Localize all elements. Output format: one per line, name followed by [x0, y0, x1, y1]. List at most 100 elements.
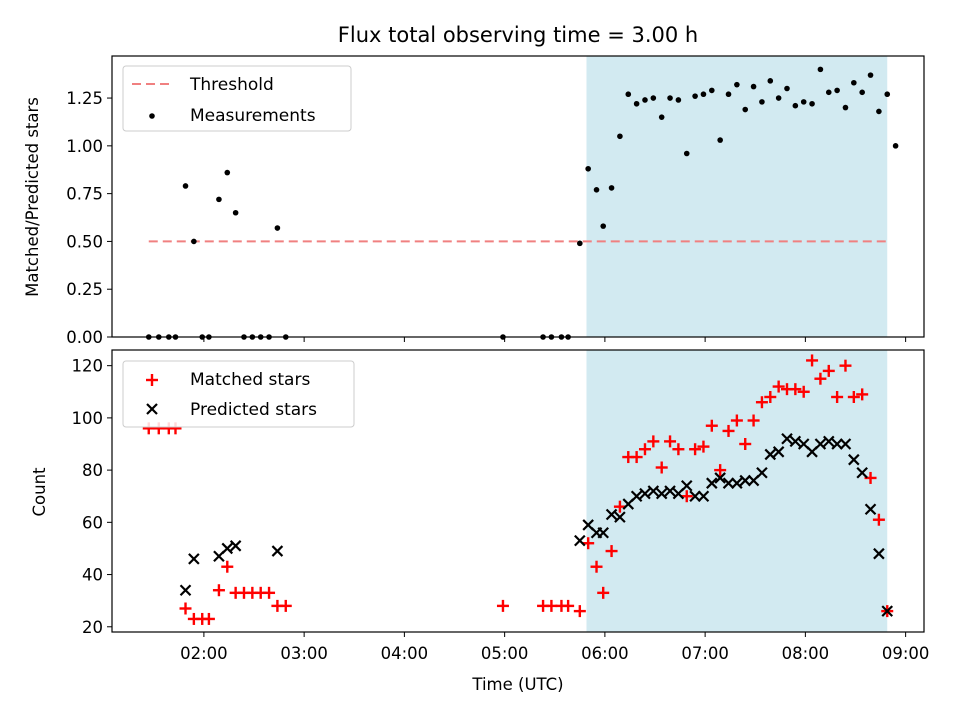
legend-matched-swatch [146, 374, 158, 386]
matched-star-marker [814, 372, 827, 385]
matched-star-marker [847, 391, 860, 403]
bottom-x-axis-ticks: 02:00 03:00 04:00 05:00 06:00 07:00 08:00 09:00 [180, 632, 929, 663]
predicted-star-marker [822, 435, 835, 448]
x-tick-label: 06:00 [581, 644, 629, 663]
predicted-star-marker [647, 485, 660, 497]
predicted-star-marker [764, 448, 777, 461]
x-tick-label: 03:00 [280, 644, 328, 663]
bottom-x-axis-label: Time (UTC) [471, 675, 563, 694]
predicted-star-marker [706, 477, 718, 489]
measurement-point [742, 106, 749, 113]
measurement-point [792, 102, 799, 109]
measurement-point [817, 66, 824, 73]
matched-star-marker [689, 443, 702, 456]
predicted-star-marker [864, 503, 877, 516]
measurement-point [700, 91, 707, 98]
x-tick-label: 07:00 [681, 644, 729, 663]
measurement-point [717, 137, 723, 143]
matched-star-marker [772, 380, 785, 393]
matched-star-marker [714, 464, 727, 477]
matched-stars-series [142, 354, 894, 625]
predicted-star-marker [739, 474, 752, 487]
measurement-point [650, 95, 657, 101]
measurement-point [709, 87, 715, 94]
matched-star-marker [747, 414, 760, 427]
predicted-star-marker [814, 438, 827, 450]
x-tick-label: 02:00 [180, 644, 228, 663]
matched-star-marker [755, 396, 768, 409]
predicted-star-marker [630, 490, 643, 503]
predicted-star-marker [789, 435, 802, 448]
predicted-star-marker [781, 432, 793, 445]
matched-star-marker [279, 599, 292, 612]
measurement-point [191, 238, 197, 245]
legend-threshold-label: Threshold [189, 75, 274, 95]
measurement-point [734, 81, 740, 88]
matched-star-marker [613, 500, 626, 513]
predicted-star-marker [179, 584, 192, 597]
measurement-point [892, 143, 899, 149]
top-y-tick-label: 0.75 [66, 185, 103, 204]
measurement-point [600, 223, 607, 229]
matched-star-marker [822, 364, 835, 377]
measurement-point [182, 183, 189, 189]
legend-matched-label: Matched stars [190, 370, 310, 390]
predicted-star-marker [605, 508, 618, 521]
measurement-point [842, 104, 849, 111]
measurement-point [608, 185, 615, 191]
top-y-axis-label: Matched/Predicted stars [23, 97, 42, 297]
measurement-point [725, 91, 732, 98]
bottom-panel: 20 40 60 80 100 120 02:00 03:00 04:00 05:00 06:00… [30, 349, 929, 694]
measurement-point [851, 79, 857, 86]
top-axes-frame [111, 55, 925, 338]
measurement-point [216, 196, 222, 203]
top-y-tick-label: 1.00 [66, 137, 103, 156]
measurement-point [767, 78, 774, 84]
predicted-star-marker [639, 487, 651, 500]
measurement-point [775, 95, 782, 101]
measurement-point [633, 100, 640, 107]
predicted-star-marker [848, 453, 860, 466]
measurement-point [759, 99, 765, 105]
matched-star-marker [647, 435, 660, 448]
predicted-star-marker [697, 490, 710, 503]
top-y-tick-label: 0.50 [66, 232, 103, 251]
measurement-point [876, 108, 882, 115]
matched-star-marker [797, 385, 810, 398]
predicted-star-marker [221, 542, 234, 555]
predicted-star-marker [722, 477, 735, 489]
matched-star-marker [582, 537, 595, 550]
top-y-tick-label: 1.25 [66, 89, 103, 108]
predicted-star-marker [655, 487, 668, 500]
predicted-star-marker [597, 526, 609, 539]
matched-star-marker [573, 605, 586, 618]
matched-star-marker [562, 599, 575, 612]
top-y-axis-ticks: 0.00 0.25 0.50 0.75 1.00 1.25 [66, 89, 112, 347]
measurement-point [577, 240, 583, 247]
top-legend: Threshold Measurements [122, 65, 352, 132]
x-tick-label: 08:00 [782, 644, 830, 663]
bottom-shaded-region [586, 350, 888, 632]
matched-star-marker [697, 440, 710, 453]
measurement-point [834, 87, 840, 94]
matched-star-marker [872, 513, 885, 526]
matched-star-marker [730, 414, 743, 427]
measurement-point [825, 89, 832, 96]
matched-star-marker [605, 545, 618, 558]
measurement-point [642, 97, 648, 103]
matched-star-marker [789, 383, 802, 396]
measurement-point [658, 114, 665, 120]
predicted-star-marker [839, 438, 852, 450]
top-y-tick-label: 0.00 [66, 328, 103, 347]
matched-star-marker [856, 388, 869, 401]
measurement-point [593, 187, 600, 193]
bottom-y-tick-label: 40 [82, 566, 103, 585]
x-tick-label: 09:00 [882, 644, 930, 663]
measurement-point [692, 93, 698, 99]
predicted-star-marker [188, 553, 200, 565]
matched-star-marker [722, 424, 735, 437]
measurement-point [274, 225, 281, 231]
top-x-axis-ticks [203, 337, 907, 342]
predicted-star-marker [229, 540, 242, 552]
